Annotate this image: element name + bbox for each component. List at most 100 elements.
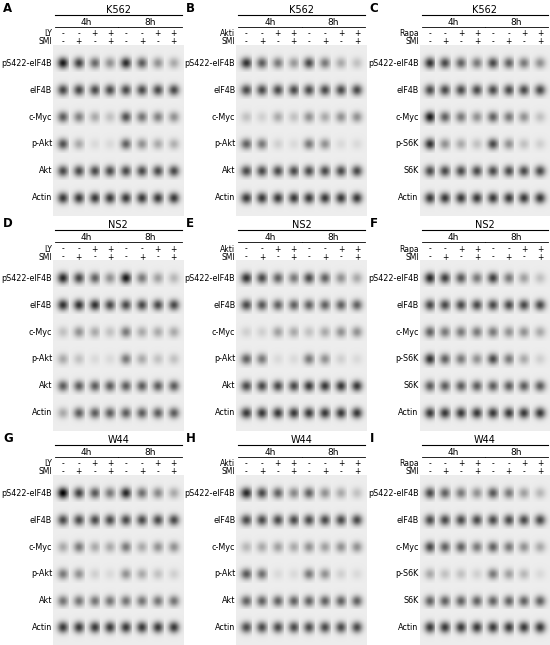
Text: -: -: [428, 252, 431, 261]
Text: 8h: 8h: [327, 18, 339, 27]
Text: +: +: [338, 30, 344, 39]
Text: -: -: [277, 468, 279, 477]
Text: p-S6K: p-S6K: [395, 354, 419, 363]
Text: pS422-eIF4B: pS422-eIF4B: [1, 274, 52, 283]
Text: -: -: [277, 252, 279, 261]
Text: S6K: S6K: [403, 381, 419, 390]
Text: -: -: [428, 468, 431, 477]
Bar: [238, 186, 365, 209]
Text: Actin: Actin: [215, 408, 235, 417]
Text: -: -: [93, 468, 96, 477]
Text: +: +: [259, 37, 265, 46]
Text: B: B: [186, 2, 195, 15]
Text: -: -: [428, 244, 431, 253]
Text: Rapa: Rapa: [399, 459, 419, 468]
Text: -: -: [62, 252, 64, 261]
Text: +: +: [474, 30, 480, 39]
Text: -: -: [125, 459, 128, 468]
Text: eIF4B: eIF4B: [30, 301, 52, 310]
Text: +: +: [474, 468, 480, 477]
Bar: [55, 509, 182, 531]
Text: +: +: [537, 37, 543, 46]
Text: LY: LY: [44, 30, 52, 39]
Text: +: +: [354, 37, 360, 46]
Bar: [55, 132, 182, 155]
Text: -: -: [492, 37, 494, 46]
Text: +: +: [155, 459, 161, 468]
Text: Actin: Actin: [215, 623, 235, 632]
Text: p-S6K: p-S6K: [395, 139, 419, 148]
Text: K562: K562: [106, 5, 131, 15]
Text: 8h: 8h: [144, 448, 156, 457]
Text: G: G: [3, 432, 13, 445]
Text: +: +: [91, 459, 98, 468]
Text: +: +: [442, 37, 449, 46]
Text: -: -: [523, 37, 526, 46]
Text: SMI: SMI: [222, 37, 235, 46]
Text: -: -: [125, 468, 128, 477]
Text: A: A: [3, 2, 12, 15]
Text: c-Myc: c-Myc: [29, 542, 52, 551]
Text: -: -: [340, 37, 343, 46]
Text: +: +: [505, 37, 512, 46]
Text: 8h: 8h: [511, 233, 522, 242]
Text: p-Akt: p-Akt: [214, 570, 235, 579]
Bar: [55, 374, 182, 397]
Text: c-Myc: c-Myc: [395, 328, 419, 337]
Text: -: -: [141, 459, 144, 468]
Bar: [238, 293, 365, 317]
Text: -: -: [93, 37, 96, 46]
Bar: [55, 267, 182, 290]
Text: c-Myc: c-Myc: [212, 542, 235, 551]
Text: eIF4B: eIF4B: [30, 516, 52, 525]
Text: +: +: [521, 244, 527, 253]
Text: +: +: [505, 252, 512, 261]
Text: -: -: [62, 37, 64, 46]
Text: p-S6K: p-S6K: [395, 570, 419, 579]
Text: c-Myc: c-Myc: [395, 113, 419, 122]
Text: c-Myc: c-Myc: [212, 328, 235, 337]
Text: +: +: [274, 244, 281, 253]
Text: +: +: [338, 244, 344, 253]
Bar: [422, 293, 548, 317]
Text: eIF4B: eIF4B: [397, 301, 419, 310]
Bar: [55, 159, 182, 183]
Text: -: -: [460, 468, 463, 477]
Text: Akti: Akti: [220, 244, 235, 253]
Text: -: -: [308, 37, 311, 46]
Text: eIF4B: eIF4B: [30, 86, 52, 95]
Text: 8h: 8h: [144, 233, 156, 242]
Text: +: +: [139, 252, 145, 261]
Text: -: -: [308, 252, 311, 261]
Bar: [238, 348, 365, 370]
Text: -: -: [340, 468, 343, 477]
Text: +: +: [107, 244, 113, 253]
Bar: [238, 52, 365, 75]
Text: -: -: [308, 30, 311, 39]
Bar: [238, 321, 365, 344]
Text: SMI: SMI: [39, 252, 52, 261]
Text: -: -: [324, 244, 327, 253]
Bar: [238, 374, 365, 397]
Text: Actin: Actin: [398, 623, 419, 632]
Text: Akti: Akti: [220, 459, 235, 468]
Text: SMI: SMI: [405, 252, 419, 261]
Text: NS2: NS2: [108, 220, 128, 230]
Text: +: +: [290, 468, 297, 477]
Text: 4h: 4h: [81, 448, 92, 457]
Text: -: -: [492, 30, 494, 39]
Bar: [238, 535, 365, 559]
Text: c-Myc: c-Myc: [395, 542, 419, 551]
Text: +: +: [322, 252, 328, 261]
Bar: [422, 562, 548, 586]
Text: -: -: [62, 244, 64, 253]
Text: Akti: Akti: [220, 30, 235, 39]
Text: +: +: [322, 468, 328, 477]
Bar: [422, 186, 548, 209]
Bar: [55, 562, 182, 586]
Bar: [238, 590, 365, 612]
Bar: [422, 535, 548, 559]
Text: W44: W44: [107, 435, 129, 445]
Text: -: -: [62, 30, 64, 39]
Text: p-Akt: p-Akt: [31, 139, 52, 148]
